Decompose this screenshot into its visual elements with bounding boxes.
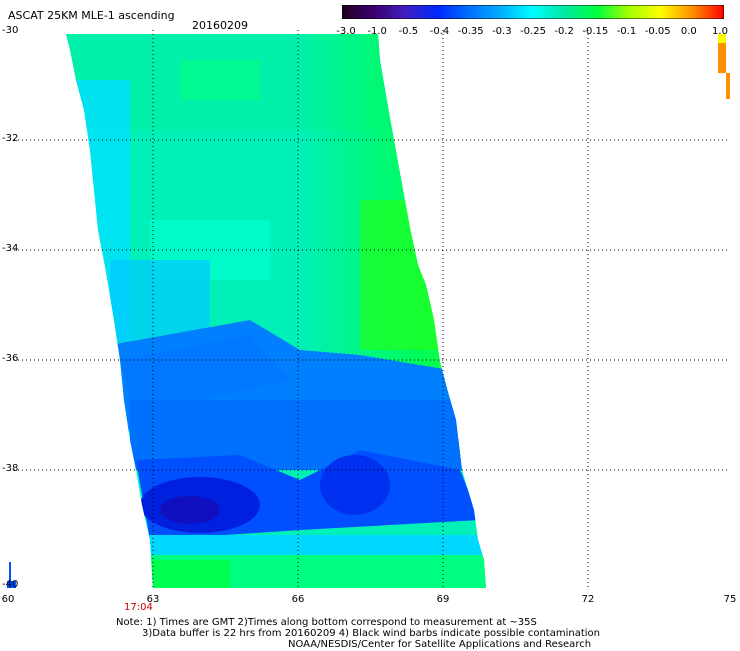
- lat-label: -36: [2, 353, 19, 364]
- lon-label: 60: [1, 594, 15, 605]
- lat-label: -34: [2, 243, 19, 254]
- wind-swath: [66, 34, 486, 588]
- colorbar-tick-label: 1.0: [712, 26, 728, 37]
- lat-label: -38: [2, 463, 19, 474]
- legend-barb: [7, 562, 16, 588]
- colorbar-tick-label: -0.15: [582, 26, 609, 37]
- lat-label: -40: [2, 579, 19, 590]
- lon-label: 75: [723, 594, 737, 605]
- colorbar-tick-label: -0.05: [644, 26, 671, 37]
- colorbar-tick-label: -0.2: [554, 26, 574, 37]
- colorbar-tick-label: -0.35: [457, 26, 484, 37]
- colorbar-tick-label: -0.1: [616, 26, 637, 37]
- note-line-1: Note: 1) Times are GMT 2)Times along bot…: [116, 617, 537, 628]
- colorbar-tick-label: -0.25: [520, 26, 546, 37]
- colorbar-tick-label: -1.0: [367, 26, 387, 37]
- lat-label: -30: [2, 25, 19, 36]
- lon-label: 66: [291, 594, 305, 605]
- pass-time: 17:04: [124, 602, 153, 613]
- note-line-2: 3)Data buffer is 22 hrs from 20160209 4)…: [142, 628, 600, 639]
- graticule: [10, 30, 730, 590]
- credit-line: NOAA/NESDIS/Center for Satellite Applica…: [288, 639, 592, 650]
- lon-label: 69: [436, 594, 450, 605]
- colorbar-tick-label: -0.5: [398, 26, 419, 37]
- map-date: 20160209: [192, 19, 248, 32]
- colorbar-gradient: [342, 5, 724, 19]
- lon-label: 72: [581, 594, 595, 605]
- map-title: ASCAT 25KM MLE-1 ascending: [8, 9, 175, 22]
- colorbar: [342, 5, 724, 19]
- colorbar-tick-label: 0.0: [680, 26, 697, 37]
- lat-label: -32: [2, 133, 19, 144]
- colorbar-tick-label: -0.3: [492, 26, 512, 37]
- colorbar-tick-label: -0.4: [429, 26, 450, 37]
- lon-label: 63: [146, 594, 160, 605]
- colorbar-tick-label: -3.0: [336, 26, 356, 37]
- edge-cells: [718, 34, 730, 99]
